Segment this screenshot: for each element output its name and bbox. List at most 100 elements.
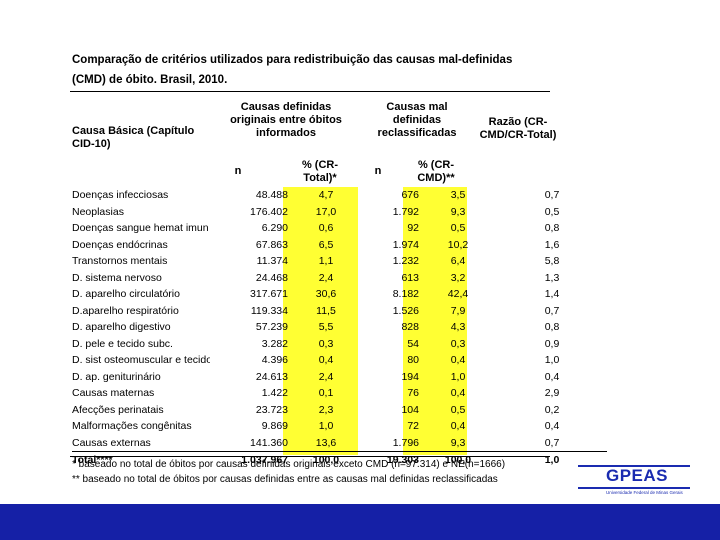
logo-rule-top [578,465,690,467]
cell-n1: 119.334 [250,304,288,317]
logo-subtitle: Universidade Federal de Minas Gerais [606,490,683,495]
cell-n1: 24.613 [255,370,288,383]
table-row: Transtornos mentais 11.374 1,1 1.232 6,4 5,8 [72,253,607,270]
cell-p2: 1,0 [450,370,466,383]
cell-ratio: 1,3 [544,271,560,284]
total-row: Total**** 1.037.967 100,0 19.303 100,0 1,0 [72,451,607,469]
cell-cause: Malformações congênitas [72,420,192,433]
cell-n1: 48.488 [255,189,288,202]
header-p2: % (CR-CMD)** [417,159,455,184]
cell-ratio: 0,7 [544,304,560,317]
cell-p2: 3,5 [450,189,466,202]
cell-n2: 1.792 [392,205,419,218]
cell-n1: 24.468 [255,271,288,284]
table-row: D. sistema nervoso 24.468 2,4 613 3,2 1,3 [72,270,607,287]
cell-n1: 176.402 [250,205,288,218]
cell-n1: 23.723 [255,403,288,416]
logo-gpeas: GPEAS [606,466,669,485]
cell-p1: 1,0 [318,420,334,433]
cell-cause: D.aparelho respiratório [72,304,179,317]
cell-p1: 0,4 [318,354,334,367]
cell-p1: 0,1 [318,387,334,400]
cell-n1: 11.374 [256,255,288,268]
footnote-2: ** baseado no total de óbitos por causas… [72,474,498,485]
cell-p1: 11,5 [316,304,336,317]
title-line-2: (CMD) de óbito. Brasil, 2010. [72,74,228,86]
cell-p2: 100,0 [419,451,497,469]
cell-ratio: 2,9 [544,387,560,400]
highlight-column-cr-cmd [403,187,467,455]
table-row: Neoplasias 176.402 17,0 1.792 9,3 0,5 [72,204,607,221]
cell-p2: 3,2 [450,271,466,284]
table-row: Malformações congênitas 9.869 1,0 72 0,4 0,4 [72,418,607,435]
cell-p1: 6,5 [318,238,334,251]
cell-cause: D. sistema nervoso [72,271,162,284]
cell-n2: 194 [401,370,419,383]
cell-n1: 57.239 [255,321,288,334]
cell-n2: 1.974 [392,238,419,251]
table-row: D. pele e tecido subc. 3.282 0,3 54 0,3 0,9 [72,336,607,353]
cell-cause: D. aparelho digestivo [72,321,171,334]
cell-n2: 104 [401,403,419,416]
cell-p1: 13,6 [315,436,337,449]
cell-ratio: 0,8 [544,321,560,334]
cell-ratio: 0,7 [544,436,560,449]
cell-ratio: 0,5 [544,205,560,218]
table-row: Doenças sangue hemat imun 6.290 0,6 92 0,5 0,… [72,220,607,237]
cell-p2: 7,9 [450,304,466,317]
cell-cause: D. pele e tecido subc. [72,337,173,350]
cell-p1: 2,4 [318,370,334,383]
cell-cause: Neoplasias [72,205,124,218]
cell-p1: 0,6 [318,222,334,235]
header-n1: n [234,165,242,177]
cell-n2: 1.232 [392,255,419,268]
cell-n1: 3.282 [261,337,288,350]
cell-p2: 9,3 [450,205,466,218]
cell-cause: Causas externas [72,436,151,449]
cell-p1: 2,3 [318,403,334,416]
cell-p1: 100,0 [288,451,364,469]
cell-ratio: 0,4 [544,370,560,383]
cell-p2: 0,4 [450,354,466,367]
cell-ratio: 1,6 [544,238,560,251]
cell-n1: 141.360 [250,436,288,449]
logo-rule-bottom [578,487,690,489]
cell-p2: 9,3 [450,436,466,449]
cell-p1: 4,7 [318,189,334,202]
table-row: D.aparelho respiratório 119.334 11,5 1.526 7… [72,303,607,320]
cell-cause: Afecções perinatais [72,403,164,416]
cell-ratio: 0,4 [544,420,560,433]
cell-cause: D. ap. geniturinário [72,370,161,383]
cell-ratio: 1,0 [544,354,560,367]
table-row: D. aparelho circulatório 317.671 30,6 8.182… [72,286,607,303]
table-row: Afecções perinatais 23.723 2,3 104 0,5 0,2 [72,402,607,419]
header-n2: n [374,165,382,177]
cell-p2: 4,3 [450,321,466,334]
header-ratio: Razão (CR-CMD/CR-Total) [479,116,557,141]
cell-n1: 6.290 [261,222,288,235]
cell-ratio: 0,9 [544,337,560,350]
cell-n2: 8.182 [392,288,419,301]
cell-p1: 30,6 [315,288,337,301]
cell-n2: 54 [407,337,419,350]
table-row: D. aparelho digestivo 57.239 5,5 828 4,3 0,8 [72,319,607,336]
cell-n2: 19.303 [364,451,419,469]
cell-p2: 0,4 [450,420,466,433]
cell-n2: 80 [407,354,419,367]
cell-n2: 613 [401,271,419,284]
cell-cause: Doenças sangue hemat imun [72,222,209,235]
table-row: Doenças infecciosas 48.488 4,7 676 3,5 0,7 [72,187,607,204]
footer-band [0,504,720,540]
cell-p1: 17,0 [315,205,337,218]
header-group-reclassified: Causas mal definidas reclassificadas [377,101,457,139]
cell-n2: 676 [401,189,419,202]
cell-p2: 0,3 [450,337,466,350]
cell-ratio: 1,0 [497,451,607,469]
table-row: Causas externas 141.360 13,6 1.796 9,3 0,7 [72,435,607,452]
cell-ratio: 0,8 [544,222,560,235]
cell-n2: 828 [401,321,419,334]
cell-p2: 6,4 [450,255,466,268]
cell-p2: 10,2 [447,238,469,251]
cell-cause: Doenças infecciosas [72,189,169,202]
cell-ratio: 0,2 [544,403,560,416]
